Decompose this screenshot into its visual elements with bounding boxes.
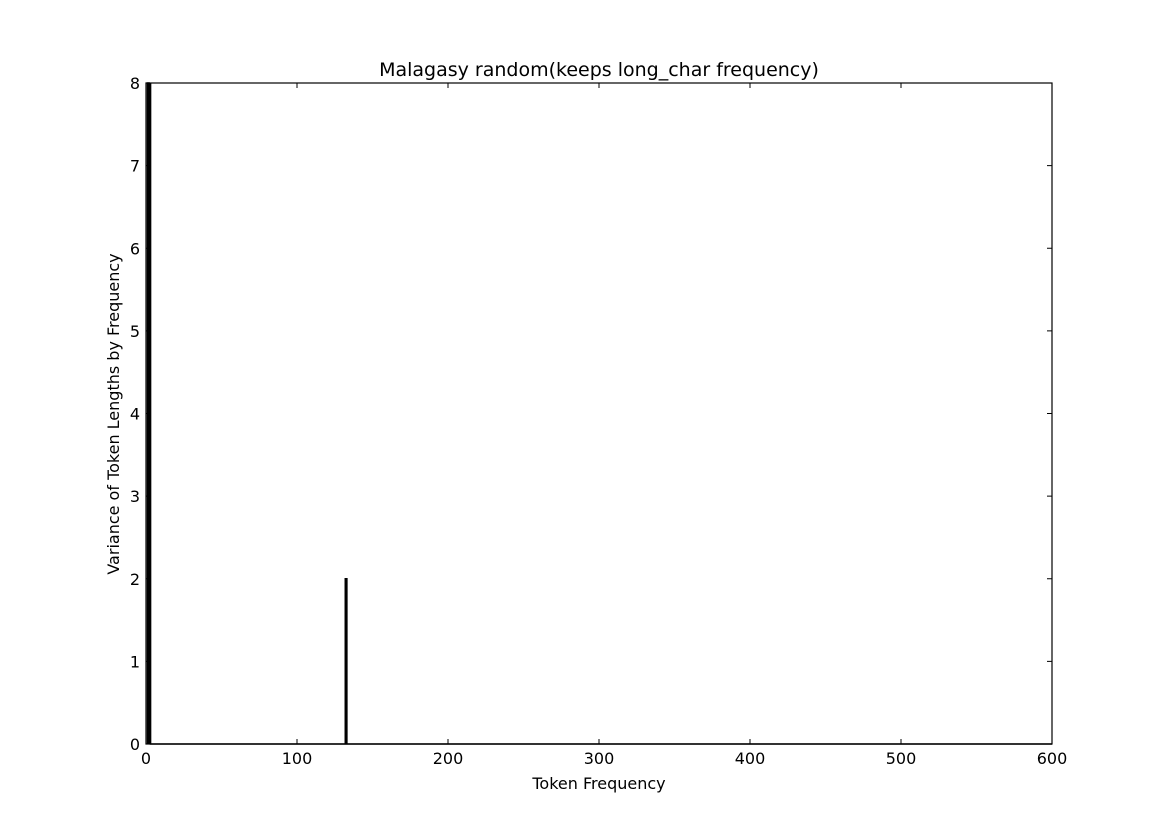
plot-area bbox=[145, 82, 1053, 745]
x-tick-label-1: 100 bbox=[282, 749, 313, 768]
axes-frame bbox=[145, 82, 1053, 745]
y-tick-label-1: 1 bbox=[130, 652, 140, 671]
y-axis-label: Variance of Token Lengths by Frequency bbox=[104, 253, 123, 574]
x-tick-label-4: 400 bbox=[735, 749, 766, 768]
y-tick-label-2: 2 bbox=[130, 570, 140, 589]
x-tick-label-6: 600 bbox=[1037, 749, 1068, 768]
chart-title: Malagasy random(keeps long_char frequenc… bbox=[379, 59, 819, 81]
y-tick-label-7: 7 bbox=[130, 157, 140, 176]
y-tick-label-4: 4 bbox=[130, 405, 140, 424]
x-tick-label-2: 200 bbox=[433, 749, 464, 768]
y-tick-label-0: 0 bbox=[130, 735, 140, 754]
x-tick-label-0: 0 bbox=[141, 749, 151, 768]
y-tick-label-3: 3 bbox=[130, 487, 140, 506]
x-tick-label-3: 300 bbox=[584, 749, 615, 768]
y-tick-labels: 0 1 2 3 4 5 6 7 8 bbox=[130, 74, 140, 754]
y-tick-label-8: 8 bbox=[130, 74, 140, 93]
y-tick-label-5: 5 bbox=[130, 322, 140, 341]
x-tick-labels: 0 100 200 300 400 500 600 bbox=[141, 749, 1067, 768]
plot-background bbox=[146, 83, 1052, 744]
y-tick-label-6: 6 bbox=[130, 239, 140, 258]
x-tick-label-5: 500 bbox=[886, 749, 917, 768]
x-axis-label: Token Frequency bbox=[531, 774, 665, 793]
